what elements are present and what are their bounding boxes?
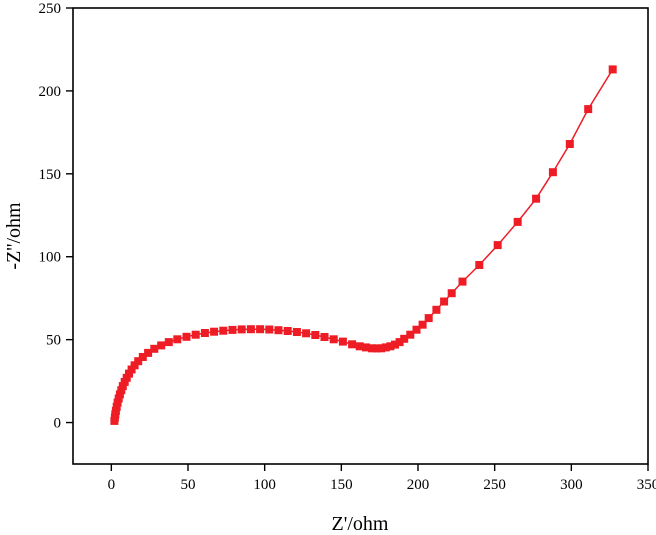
data-point	[130, 361, 139, 370]
data-point	[125, 369, 133, 378]
data-point	[493, 241, 502, 250]
data-point	[381, 343, 390, 352]
data-point	[114, 394, 123, 403]
data-point	[219, 326, 228, 335]
data-point	[368, 344, 376, 353]
data-point	[164, 338, 173, 347]
data-point	[117, 386, 126, 395]
data-point	[256, 325, 265, 334]
data-point	[348, 340, 357, 349]
y-axis-ticks: 0 50 100 150 200 250	[39, 1, 73, 432]
data-point	[475, 261, 484, 269]
data-point	[400, 334, 409, 343]
x-tick-label: 50	[181, 477, 196, 493]
data-point	[210, 327, 219, 336]
data-point	[548, 168, 557, 177]
data-point	[513, 217, 522, 226]
data-point	[173, 335, 182, 344]
data-point	[292, 328, 301, 336]
data-point	[228, 325, 237, 334]
data-point	[386, 342, 395, 351]
data-point	[283, 327, 292, 335]
data-point	[127, 365, 136, 374]
data-point	[237, 325, 246, 334]
data-point	[412, 325, 421, 334]
y-tick-label: 200	[39, 84, 62, 100]
data-point	[122, 373, 131, 382]
data-point	[424, 314, 433, 323]
y-tick-label: 0	[54, 416, 62, 432]
x-tick-label: 100	[253, 477, 276, 493]
data-point	[115, 390, 124, 399]
data-point	[118, 382, 127, 391]
data-point	[418, 320, 427, 329]
data-point	[113, 398, 122, 407]
data-point	[406, 330, 415, 339]
y-tick-label: 100	[39, 250, 62, 266]
data-point	[329, 335, 338, 344]
y-tick-label: 50	[46, 333, 61, 349]
data-point	[361, 343, 370, 352]
data-point	[274, 326, 283, 335]
data-point	[134, 357, 143, 366]
data-point	[157, 341, 166, 350]
data-point	[447, 289, 456, 298]
x-tick-label: 250	[483, 477, 506, 493]
x-tick-label: 300	[560, 477, 583, 493]
data-point	[311, 331, 320, 339]
data-point	[112, 402, 121, 411]
y-tick-label: 250	[39, 1, 62, 17]
x-axis-ticks: 0 50 100 150 200 250 300 350	[108, 464, 656, 493]
data-point	[532, 194, 541, 203]
data-point	[182, 332, 191, 341]
data-point	[458, 277, 467, 286]
series-layer	[110, 65, 617, 425]
y-tick-label: 150	[39, 167, 62, 183]
data-point	[440, 297, 449, 306]
data-point	[111, 406, 120, 415]
data-point	[565, 140, 574, 148]
series-line	[113, 69, 614, 422]
x-axis-title: Z'/ohm	[332, 513, 389, 535]
data-point	[391, 340, 399, 349]
data-point	[150, 344, 159, 353]
data-point	[395, 338, 404, 347]
x-tick-label: 350	[637, 477, 656, 493]
data-point	[302, 329, 311, 338]
data-point	[377, 344, 386, 353]
plot-frame	[72, 7, 649, 465]
data-point	[320, 333, 329, 341]
data-point	[138, 353, 147, 361]
data-point	[246, 325, 255, 334]
data-point	[120, 377, 129, 386]
x-tick-label: 200	[407, 477, 430, 493]
x-tick-label: 150	[330, 477, 353, 493]
data-point	[144, 348, 153, 357]
data-point	[432, 305, 441, 314]
data-point	[338, 337, 347, 346]
data-point	[608, 65, 617, 74]
x-tick-label: 0	[108, 477, 116, 493]
data-point	[355, 342, 364, 351]
y-axis-title: -Z''/ohm	[3, 202, 25, 270]
data-point	[584, 105, 593, 114]
data-point	[372, 344, 381, 353]
data-point	[265, 325, 274, 334]
data-point	[200, 329, 209, 337]
data-point	[191, 330, 200, 339]
